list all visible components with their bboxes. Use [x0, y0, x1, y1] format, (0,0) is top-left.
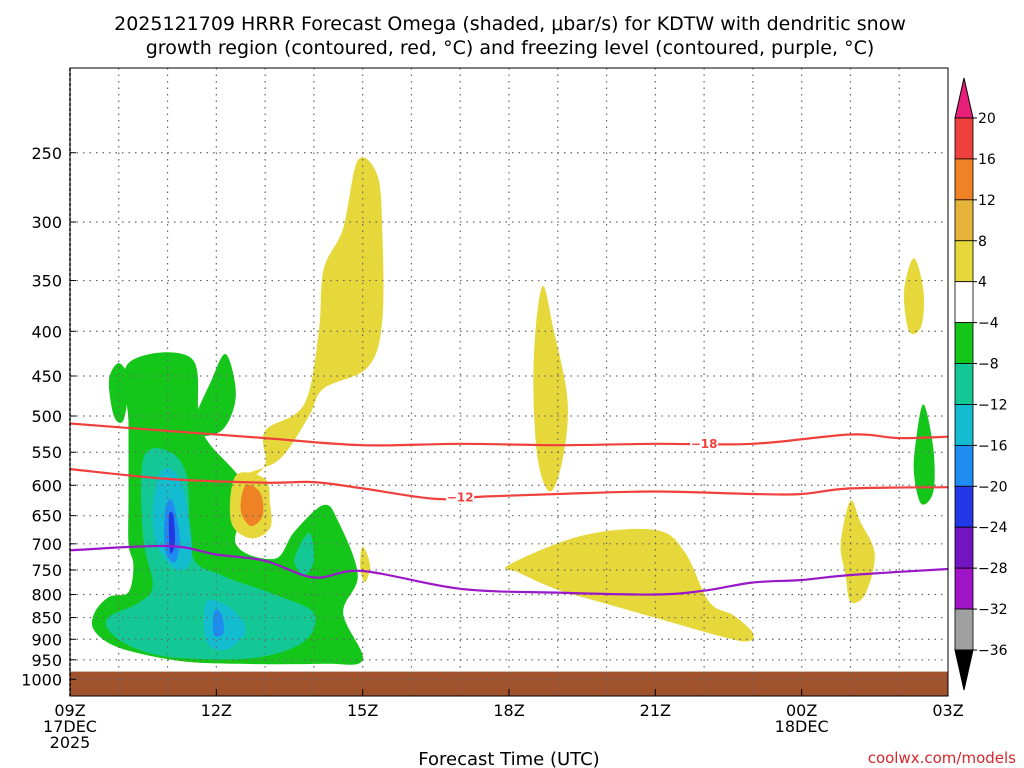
contour-label-bg — [690, 435, 719, 450]
x-tick-label: 17DEC — [43, 717, 97, 736]
y-tick-label: 250 — [31, 144, 62, 163]
y-tick-label: 500 — [31, 407, 62, 426]
x-tick-label: 2025 — [50, 733, 91, 752]
contour-lines: −18 −12 — [70, 422, 948, 596]
chart-title-line-2: growth region (contoured, red, °C) and f… — [146, 37, 875, 59]
omega-sinking-yellow-small-right — [840, 500, 875, 603]
y-tick-label: 350 — [31, 272, 62, 291]
colorbar-label: 8 — [978, 234, 987, 250]
colorbar-swatch — [954, 526, 974, 569]
x-tick-label: 21Z — [640, 701, 671, 720]
colorbar-label: 20 — [978, 111, 996, 127]
contour-line — [70, 422, 948, 447]
colorbar-swatch — [954, 322, 974, 364]
contour-label: −12 — [447, 491, 474, 505]
plot-area: −18 −12 — [70, 68, 948, 696]
y-tick-label: 1000 — [21, 670, 62, 689]
colorbar-label: 12 — [978, 193, 996, 209]
contour-line — [70, 468, 948, 501]
x-tick-label: 00Z — [786, 701, 817, 720]
colorbar-label: −4 — [978, 316, 999, 332]
y-tick-label: 750 — [31, 561, 62, 580]
x-tick-label: 09Z — [54, 701, 85, 720]
colorbar-swatch — [954, 158, 974, 201]
colorbar-swatch — [954, 117, 974, 160]
colorbar-label: −16 — [978, 438, 1008, 454]
colorbar-label: −28 — [978, 561, 1008, 577]
colorbar-swatch — [954, 199, 974, 242]
x-axis-title: Forecast Time (UTC) — [418, 749, 599, 768]
y-tick-label: 550 — [31, 443, 62, 462]
colorbar-swatch — [954, 404, 974, 446]
chart-title-line-1: 2025121709 HRRR Forecast Omega (shaded, … — [114, 13, 906, 35]
y-tick-label: 650 — [31, 507, 62, 526]
omega-rising-dark-blue-core — [168, 511, 176, 554]
omega-rising-green-right — [913, 404, 935, 505]
omega-rising-cyan-right — [294, 532, 315, 575]
x-tick-label: 03Z — [932, 701, 963, 720]
colorbar-swatch — [954, 444, 974, 487]
y-tick-label: 850 — [31, 609, 62, 628]
contour-line — [70, 544, 948, 596]
colorbar-swatch — [954, 363, 974, 405]
y-tick-label: 800 — [31, 586, 62, 605]
colorbar-label: −12 — [978, 397, 1008, 413]
colorbar-label: −8 — [978, 357, 999, 373]
colorbar-label: −24 — [978, 520, 1008, 536]
y-tick-label: 400 — [31, 322, 62, 341]
omega-sinking-yellow-narrow-18z — [533, 285, 568, 492]
y-tick-label: 900 — [31, 630, 62, 649]
colorbar-swatch — [954, 281, 974, 324]
omega-sinking-yellow-tall — [235, 157, 384, 516]
y-tick-label: 300 — [31, 213, 62, 232]
colorbar: 20 16 12 8 4 −4 −8 −12 −16 −20 −24 −28 −32 −36 — [954, 77, 1008, 691]
colorbar-swatch — [954, 608, 974, 651]
x-tick-label: 15Z — [347, 701, 378, 720]
omega-sinking-yellow-upper-right — [903, 258, 925, 335]
colorbar-label: −36 — [978, 643, 1008, 659]
grid-lines — [70, 68, 948, 696]
colorbar-swatch — [954, 567, 974, 610]
credit-link[interactable]: coolwx.com/models — [868, 749, 1016, 767]
y-tick-label: 700 — [31, 535, 62, 554]
omega-sinking-yellow-lower-21z — [504, 528, 754, 642]
y-tick-label: 600 — [31, 476, 62, 495]
x-tick-label: 18DEC — [775, 717, 829, 736]
contour-label-bg — [446, 489, 475, 504]
colorbar-bottom-triangle — [954, 649, 974, 691]
x-tick-label: 18Z — [493, 701, 524, 720]
colorbar-label: −32 — [978, 602, 1008, 618]
colorbar-swatch — [954, 485, 974, 528]
omega-rising-upper-green — [191, 353, 236, 437]
y-axis: 250 300 350 400 450 500 550 600 650 700 750 800 850 9… — [21, 144, 76, 689]
contour-label: −18 — [691, 437, 718, 451]
colorbar-top-triangle — [954, 77, 974, 119]
colorbar-label: 4 — [978, 275, 987, 291]
omega-sinking-yellow-spike-15z — [360, 546, 371, 583]
y-tick-label: 950 — [31, 651, 62, 670]
colorbar-swatch — [954, 240, 974, 283]
x-tick-label: 12Z — [201, 701, 232, 720]
omega-rising-blue-lower — [212, 609, 225, 637]
colorbar-label: −20 — [978, 479, 1008, 495]
colorbar-label: 16 — [978, 152, 996, 168]
y-tick-label: 450 — [31, 367, 62, 386]
